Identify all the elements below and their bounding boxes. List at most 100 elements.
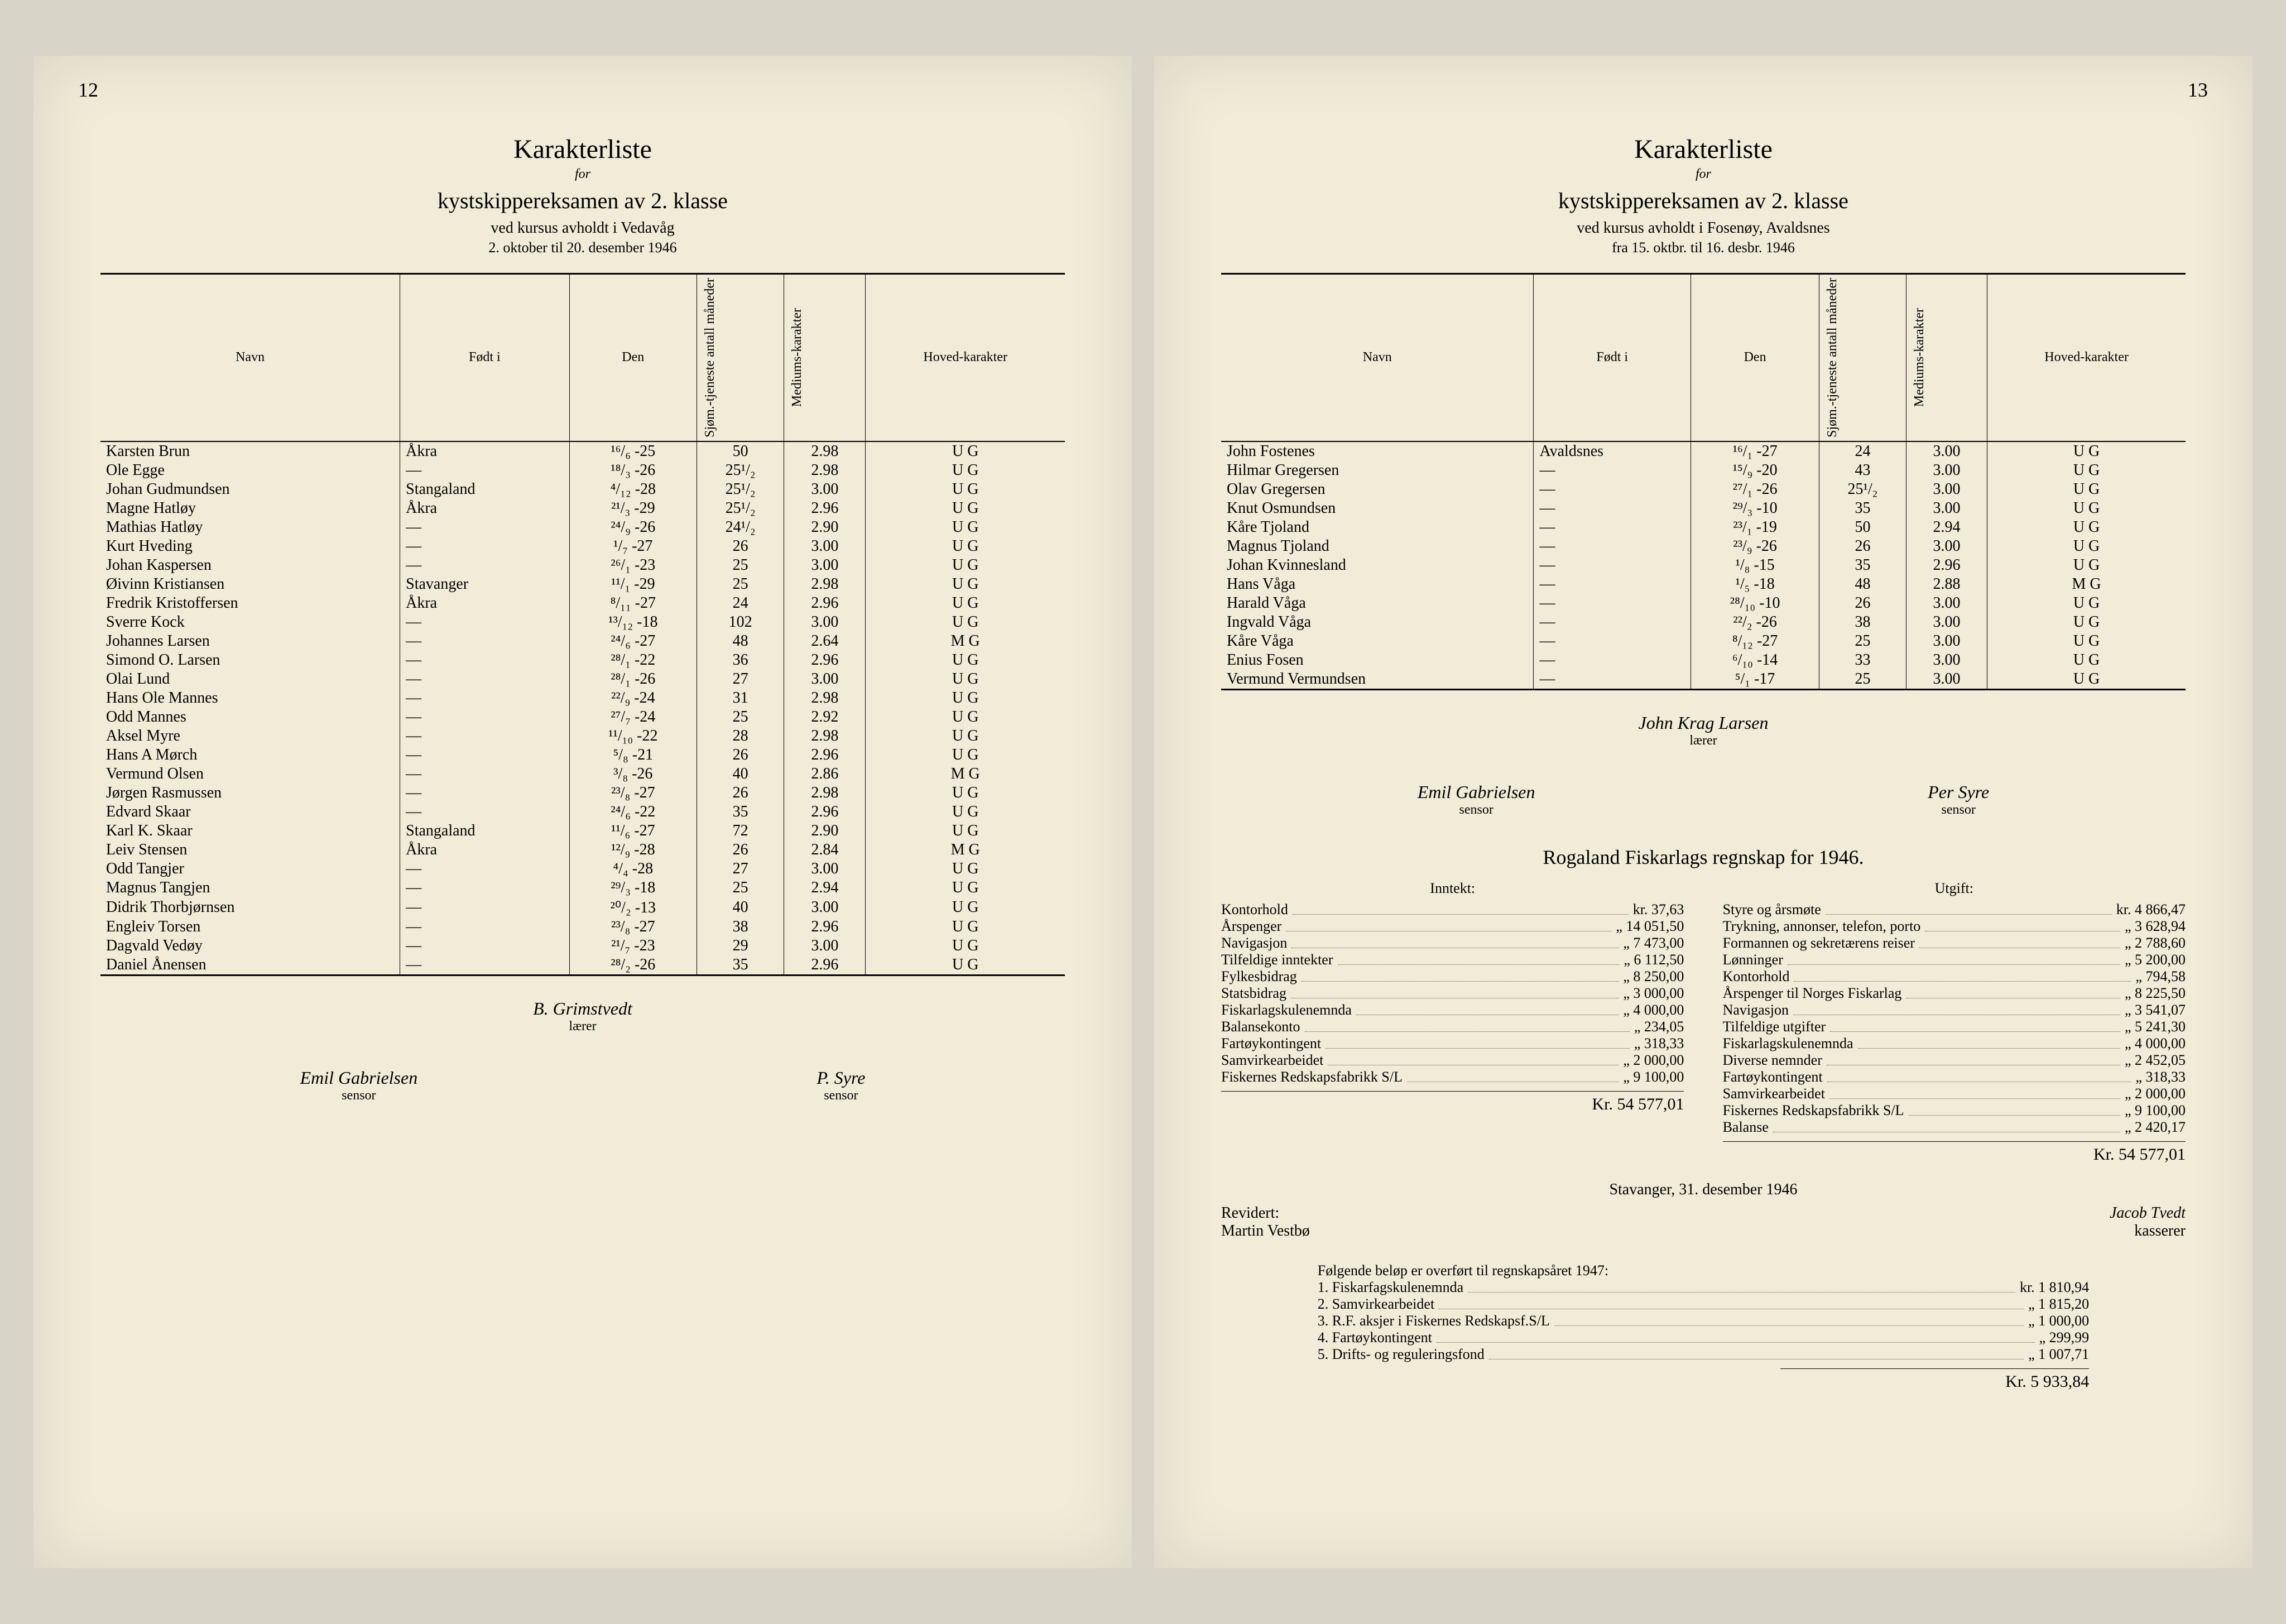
table-cell: 36 — [697, 651, 784, 670]
table-row: Johan GudmundsenStangaland⁴/₁₂ -2825¹/₂3… — [100, 480, 1065, 499]
inntekt-label: Inntekt: — [1221, 880, 1684, 897]
table-cell: 102 — [697, 613, 784, 632]
dots — [1827, 1069, 2131, 1082]
table-cell: — — [1534, 537, 1691, 556]
table-cell: Jørgen Rasmussen — [100, 784, 400, 803]
col-header: Den — [569, 274, 697, 441]
sensor-right-right-name: Per Syre — [1928, 782, 1989, 803]
table-cell: U G — [866, 613, 1065, 632]
table-cell: 2.90 — [784, 518, 866, 537]
dots — [1554, 1313, 2024, 1326]
account-value: „ 4 000,00 — [2125, 1035, 2186, 1052]
table-cell: 26 — [697, 746, 784, 765]
table-cell: 2.86 — [784, 765, 866, 784]
account-value: „ 318,33 — [2135, 1069, 2186, 1085]
table-row: Fredrik KristoffersenÅkra⁸/₁₁ -27242.96U… — [100, 594, 1065, 613]
dots — [1437, 1329, 2035, 1343]
col-header: Hoved-karakter — [1987, 274, 2186, 441]
account-row: Statsbidrag „ 3 000,00 — [1221, 985, 1684, 1002]
table-cell: — — [1534, 480, 1691, 499]
table-row: Kåre Tjoland—²³/₁ -19502.94U G — [1221, 518, 2186, 537]
table-row: Engleiv Torsen—²³/₈ -27382.96U G — [100, 917, 1065, 936]
table-row: Johan Kvinnesland—¹/₈ -15352.96U G — [1221, 556, 2186, 575]
dots — [1305, 1018, 1630, 1032]
account-row: Samvirkearbeidet„ 2 000,00 — [1723, 1085, 2186, 1102]
revidert-block: Revidert: Martin Vestbø — [1221, 1204, 1310, 1240]
table-cell: ²²/₂ -26 — [1691, 613, 1819, 632]
table-cell: Didrik Thorbjørnsen — [100, 897, 400, 917]
table-cell: Hans Ole Mannes — [100, 689, 400, 708]
table-row: Ingvald Våga—²²/₂ -26383.00U G — [1221, 613, 2186, 632]
dots — [1919, 935, 2120, 948]
table-cell: ²³/₈ -27 — [569, 784, 697, 803]
table-cell: — — [1534, 632, 1691, 651]
table-cell: ²⁰/₂ -13 — [569, 897, 697, 917]
account-value: „ 7 473,00 — [1623, 935, 1684, 952]
col-header: Mediums-karakter — [784, 274, 866, 441]
table-row: Odd Tangjer—⁴/₄ -28273.00U G — [100, 859, 1065, 878]
transfer-label: 5. Drifts- og reguleringsfond — [1318, 1346, 1485, 1363]
table-row: Hans Våga—¹/₅ -18482.88M G — [1221, 575, 2186, 594]
table-cell: Stangaland — [400, 480, 569, 499]
grade-table-right: NavnFødt iDenSjøm.-tjeneste antall måned… — [1221, 273, 2186, 690]
col-header: Sjøm.-tjeneste antall måneder — [1819, 274, 1906, 441]
table-cell: Vermund Olsen — [100, 765, 400, 784]
table-cell: — — [400, 461, 569, 480]
account-row: Fiskernes Redskapsfabrikk S/L„ 9 100,00 — [1221, 1069, 1684, 1085]
account-label: Navigasjon — [1221, 935, 1287, 952]
revision-block: Revidert: Martin Vestbø Jacob Tvedt kass… — [1221, 1204, 2186, 1240]
table-cell: Åkra — [400, 441, 569, 461]
table-row: Hilmar Gregersen—¹⁵/₉ -20433.00U G — [1221, 461, 2186, 480]
table-cell: 24¹/₂ — [697, 518, 784, 537]
account-label: Statsbidrag — [1221, 985, 1286, 1002]
account-label: Styre og årsmøte — [1723, 901, 1821, 918]
dots — [1826, 901, 2112, 915]
account-label: Samvirkearbeidet — [1221, 1052, 1323, 1069]
table-row: Aksel Myre—¹¹/₁₀ -22282.98U G — [100, 727, 1065, 746]
table-row: Karsten BrunÅkra¹⁶/₆ -25502.98U G — [100, 441, 1065, 461]
account-value: „ 2 000,00 — [2125, 1085, 2186, 1102]
table-cell: 40 — [697, 765, 784, 784]
for-right: for — [1221, 167, 2186, 182]
table-cell: ²⁹/₃ -10 — [1691, 499, 1819, 518]
account-value: „ 3 000,00 — [1623, 985, 1684, 1002]
table-cell: 48 — [1819, 575, 1906, 594]
sensor-row-left: Emil Gabrielsen sensor P. Syre sensor — [100, 1045, 1065, 1103]
sensor-left-right-name: Emil Gabrielsen — [1418, 782, 1535, 803]
sensor-left-left: Emil Gabrielsen sensor — [300, 1068, 418, 1103]
table-row: Edvard Skaar—²⁴/₆ -22352.96U G — [100, 803, 1065, 821]
table-row: Dagvald Vedøy—²¹/₇ -23293.00U G — [100, 936, 1065, 955]
table-cell: Enius Fosen — [1221, 651, 1534, 670]
dots — [1906, 985, 2120, 998]
table-cell: John Fostenes — [1221, 441, 1534, 461]
table-cell: U G — [866, 727, 1065, 746]
table-cell: U G — [866, 897, 1065, 917]
table-cell: Karl K. Skaar — [100, 821, 400, 840]
table-cell: 3.00 — [784, 537, 866, 556]
table-head-right: NavnFødt iDenSjøm.-tjeneste antall måned… — [1221, 274, 2186, 441]
accounts-block: Inntekt: Kontorholdkr. 37,63Årspenger„ 1… — [1221, 880, 2186, 1164]
table-cell: U G — [866, 803, 1065, 821]
table-cell: — — [400, 878, 569, 897]
table-cell: 27 — [697, 670, 784, 689]
table-cell: 2.96 — [784, 651, 866, 670]
table-cell: ²⁴/₆ -22 — [569, 803, 697, 821]
table-cell: U G — [866, 441, 1065, 461]
account-value: „ 5 200,00 — [2125, 952, 2186, 968]
title-right: Karakterliste — [1221, 134, 2186, 165]
dots — [1356, 1002, 1619, 1015]
table-cell: — — [400, 897, 569, 917]
table-cell: 2.98 — [784, 727, 866, 746]
dots — [1302, 968, 1619, 982]
table-cell: ²⁴/₉ -26 — [569, 518, 697, 537]
table-cell: 2.98 — [784, 575, 866, 594]
table-cell: 3.00 — [784, 613, 866, 632]
table-cell: Vermund Vermundsen — [1221, 670, 1534, 690]
account-value: „ 8 250,00 — [1623, 968, 1684, 985]
sensor-right-right: Per Syre sensor — [1928, 782, 1989, 818]
transfer-value: „ 299,99 — [2039, 1329, 2090, 1346]
table-cell: 2.96 — [784, 746, 866, 765]
table-cell: 50 — [1819, 518, 1906, 537]
table-row: Magnus Tangjen—²⁹/₃ -18252.94U G — [100, 878, 1065, 897]
table-cell: U G — [1987, 632, 2186, 651]
